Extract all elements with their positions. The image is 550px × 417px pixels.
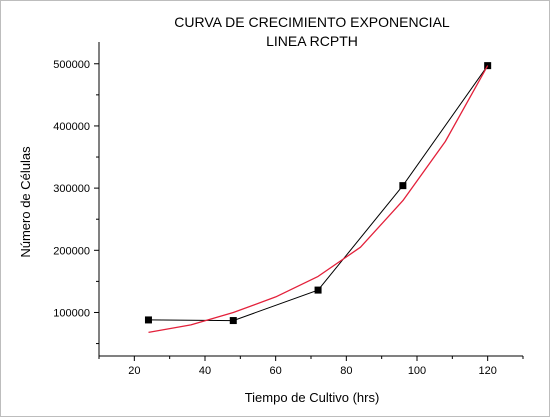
y-tick-label: 400000 bbox=[53, 121, 90, 133]
y-ticks: 100000 200000 300000 400000 500000 bbox=[53, 59, 99, 345]
y-tick-label: 100000 bbox=[53, 307, 90, 319]
x-tick-label: 40 bbox=[199, 365, 211, 377]
x-tick-label: 100 bbox=[408, 365, 426, 377]
x-tick-label: 20 bbox=[128, 365, 140, 377]
data-line bbox=[148, 65, 489, 322]
x-tick-label: 120 bbox=[478, 365, 496, 377]
x-axis-label: Tiempo de Cultivo (hrs) bbox=[245, 390, 380, 405]
chart-title: CURVA DE CRECIMIENTO EXPONENCIAL bbox=[174, 14, 450, 30]
y-tick-label: 300000 bbox=[53, 183, 90, 195]
data-point bbox=[314, 286, 322, 294]
x-tick-label: 60 bbox=[270, 365, 282, 377]
data-point bbox=[229, 317, 237, 325]
fit-curve bbox=[148, 65, 489, 334]
axes bbox=[98, 42, 523, 357]
x-tick-label: 80 bbox=[340, 365, 352, 377]
data-point bbox=[399, 182, 407, 190]
y-tick-label: 200000 bbox=[53, 245, 90, 257]
data-point bbox=[144, 316, 152, 324]
y-axis-label: Número de Células bbox=[18, 146, 33, 258]
y-tick-label: 500000 bbox=[53, 59, 90, 71]
chart-subtitle: LINEA RCPTH bbox=[266, 33, 358, 49]
x-ticks: 20 40 60 80 100 120 bbox=[98, 356, 524, 377]
series-layer bbox=[144, 62, 492, 334]
